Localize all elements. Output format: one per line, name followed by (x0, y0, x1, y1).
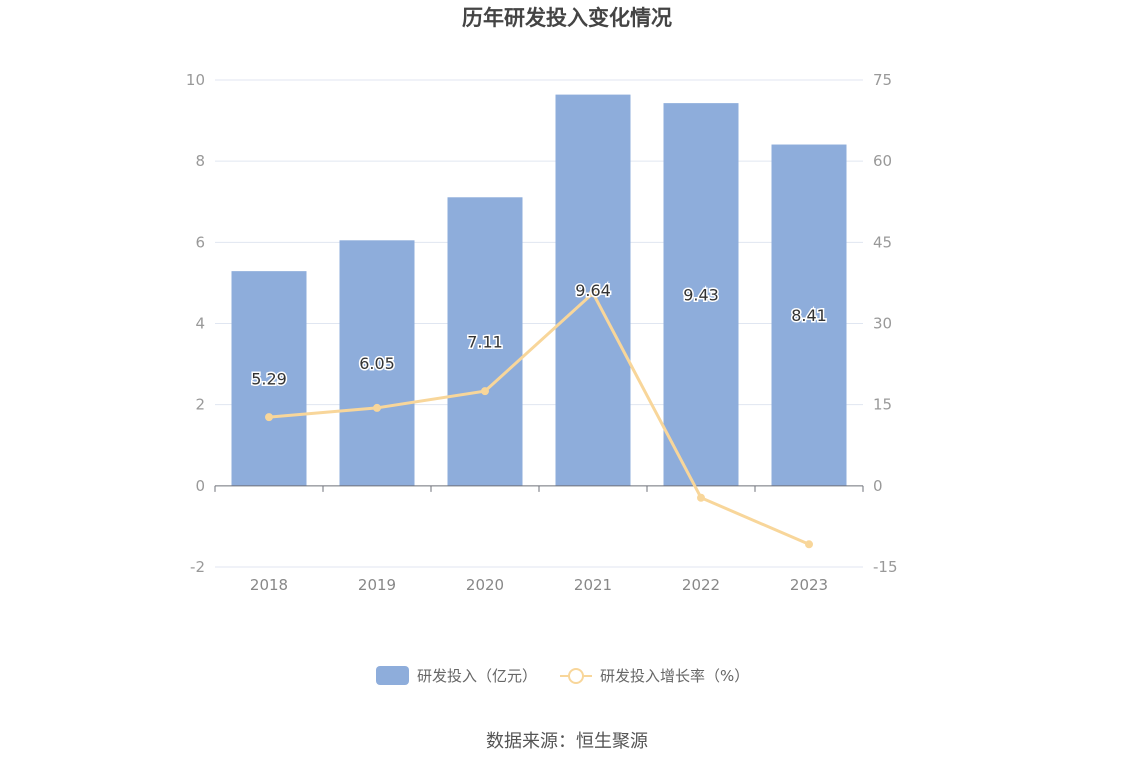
bar-series (231, 94, 847, 486)
line-series (265, 289, 813, 549)
bar-data-label: 9.43 (683, 285, 719, 304)
left-axis-tick-label: 6 (195, 233, 205, 251)
left-axis-tick-label: 10 (186, 71, 205, 89)
bar-data-label: 6.05 (359, 354, 395, 373)
bar-data-labels: 5.29 6.05 7.11 9.64 9.43 8.41 (250, 280, 829, 390)
right-axis-tick-label: 45 (873, 233, 892, 251)
bar (231, 271, 307, 486)
x-axis-tick-label: 2018 (250, 576, 288, 594)
source-text: 数据来源：恒生聚源 (486, 731, 648, 752)
x-axis: 2018 2019 2020 2021 2022 2023 (214, 485, 864, 594)
bar-data-label: 9.64 (575, 281, 611, 300)
growth-point (697, 493, 705, 502)
growth-point (373, 403, 381, 412)
growth-line (268, 290, 810, 546)
left-axis-tick-label: 2 (195, 396, 205, 414)
bar (339, 240, 415, 486)
legend-bar-label: 研发投入（亿元） (417, 667, 537, 685)
chart-title: 历年研发投入变化情况 (462, 6, 672, 30)
growth-point (481, 387, 489, 396)
grid (215, 79, 863, 568)
legend-bar-swatch (376, 666, 409, 685)
right-axis-tick-label: 15 (873, 396, 892, 414)
x-axis-tick-label: 2023 (790, 576, 828, 594)
growth-point (805, 540, 813, 549)
right-axis-tick-label: 75 (873, 71, 892, 89)
left-axis-tick-label: -2 (190, 558, 205, 576)
legend-line-label: 研发投入增长率（%） (600, 667, 749, 685)
bar (447, 197, 523, 486)
legend: 研发投入（亿元） 研发投入增长率（%） (376, 666, 749, 685)
growth-point (589, 289, 597, 298)
legend-line-marker (568, 668, 584, 684)
left-axis: -2 0 2 4 6 8 10 (186, 71, 205, 576)
left-axis-tick-label: 8 (195, 152, 205, 170)
right-axis-tick-label: -15 (873, 558, 898, 576)
x-axis-tick-label: 2020 (466, 576, 504, 594)
right-axis-tick-label: 60 (873, 152, 892, 170)
left-axis-tick-label: 0 (195, 477, 205, 495)
legend-item-bar[interactable]: 研发投入（亿元） (376, 666, 537, 685)
bar-data-label: 5.29 (251, 369, 287, 388)
left-axis-tick-label: 4 (195, 315, 205, 333)
bar (771, 144, 847, 486)
right-axis: -15 0 15 30 45 60 75 (873, 71, 898, 576)
bar-data-label: 8.41 (791, 306, 827, 325)
legend-item-line[interactable]: 研发投入增长率（%） (560, 667, 749, 685)
right-axis-tick-label: 30 (873, 315, 892, 333)
bar-data-label: 7.11 (467, 333, 503, 352)
x-axis-tick-label: 2022 (682, 576, 720, 594)
growth-point (265, 413, 273, 422)
x-axis-tick-label: 2019 (358, 576, 396, 594)
bar (663, 103, 739, 486)
right-axis-tick-label: 0 (873, 477, 883, 495)
x-axis-tick-label: 2021 (574, 576, 612, 594)
